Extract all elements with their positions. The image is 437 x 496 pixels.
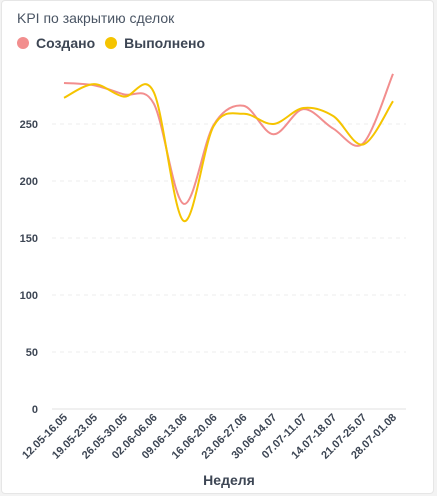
legend-label-completed: Выполнено	[124, 35, 205, 51]
x-axis-label: Неделя	[203, 472, 255, 488]
series-lines	[63, 73, 394, 222]
chart-title: KPI по закрытию сделок	[17, 10, 175, 26]
series-line-completed[interactable]	[63, 83, 394, 222]
y-axis-ticks: 0 50 100 150 200 250	[20, 119, 38, 416]
gridlines	[52, 123, 406, 410]
legend-item-completed[interactable]: Выполнено	[105, 35, 205, 51]
legend-dot-created	[17, 37, 29, 49]
legend-dot-completed	[105, 37, 118, 49]
x-axis-ticks: 12.05-16.0519.05-23.0526.05-30.0502.06-0…	[20, 412, 399, 462]
y-tick-label: 0	[32, 404, 38, 416]
y-tick-label: 150	[20, 233, 38, 245]
legend-item-created[interactable]: Создано	[17, 35, 95, 51]
legend-label-created: Создано	[36, 35, 96, 51]
y-tick-label: 200	[20, 176, 38, 188]
chart-legend: Создано Выполнено	[17, 35, 215, 51]
y-tick-label: 50	[26, 347, 38, 359]
y-tick-label: 100	[20, 290, 38, 302]
series-line-created[interactable]	[63, 73, 394, 205]
y-tick-label: 250	[20, 119, 38, 131]
